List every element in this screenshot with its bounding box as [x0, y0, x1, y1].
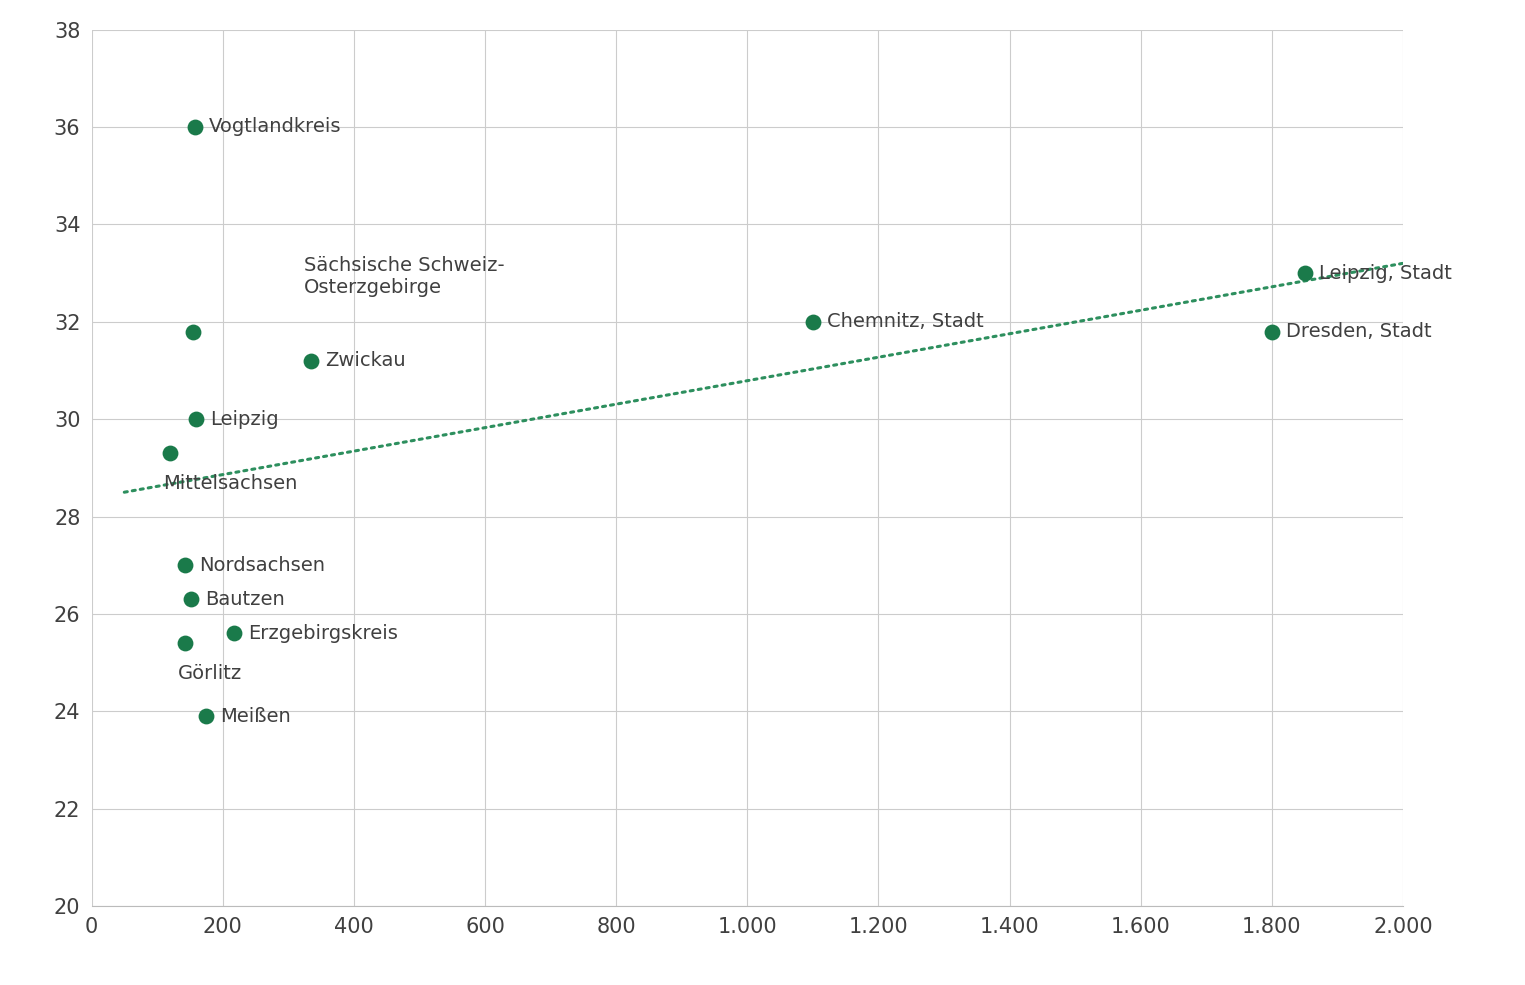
Text: Dresden, Stadt: Dresden, Stadt: [1286, 322, 1432, 341]
Point: [178, 591, 203, 607]
Point: [183, 119, 207, 135]
Point: [172, 558, 197, 573]
Point: [172, 635, 197, 651]
Text: Zwickau: Zwickau: [325, 352, 406, 370]
Text: Vogtlandkreis: Vogtlandkreis: [209, 117, 342, 137]
Text: Leipzig: Leipzig: [210, 410, 279, 428]
Point: [1260, 324, 1284, 340]
Point: [159, 445, 183, 461]
Text: Görlitz: Görlitz: [178, 664, 242, 683]
Text: Sächsische Schweiz-
Osterzgebirge: Sächsische Schweiz- Osterzgebirge: [305, 256, 505, 296]
Text: Nordsachsen: Nordsachsen: [200, 556, 325, 575]
Text: Meißen: Meißen: [220, 707, 291, 726]
Point: [801, 314, 825, 330]
Point: [299, 353, 323, 368]
Text: Mittelsachsen: Mittelsachsen: [163, 474, 297, 493]
Text: Erzgebirgskreis: Erzgebirgskreis: [249, 624, 398, 643]
Point: [185, 412, 209, 427]
Point: [223, 625, 247, 641]
Point: [181, 324, 206, 340]
Text: Leipzig, Stadt: Leipzig, Stadt: [1319, 264, 1452, 283]
Text: Bautzen: Bautzen: [204, 590, 285, 609]
Text: Chemnitz, Stadt: Chemnitz, Stadt: [827, 312, 984, 331]
Point: [194, 708, 218, 724]
Point: [1293, 265, 1318, 281]
